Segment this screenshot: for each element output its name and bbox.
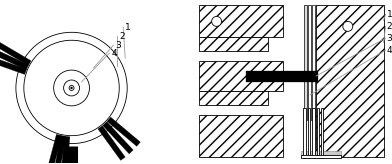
Text: 1: 1	[387, 10, 392, 19]
Bar	[199, 61, 283, 91]
Bar	[247, 71, 318, 82]
Text: 2: 2	[387, 22, 392, 31]
Polygon shape	[107, 117, 140, 146]
Circle shape	[212, 16, 221, 26]
Bar	[316, 108, 319, 158]
Text: 3: 3	[115, 41, 121, 50]
Bar	[199, 37, 268, 51]
Polygon shape	[98, 126, 125, 160]
Text: 2: 2	[119, 32, 125, 41]
Polygon shape	[0, 41, 31, 66]
Circle shape	[70, 87, 73, 89]
Polygon shape	[103, 122, 133, 154]
Polygon shape	[0, 56, 27, 74]
Polygon shape	[0, 49, 29, 70]
Bar	[312, 5, 315, 120]
Bar	[316, 5, 384, 156]
Bar	[301, 151, 341, 154]
Bar	[308, 108, 310, 158]
Bar	[308, 5, 311, 120]
Bar	[199, 115, 283, 156]
Bar	[199, 91, 268, 105]
Bar	[301, 154, 341, 158]
Polygon shape	[47, 134, 62, 164]
Circle shape	[69, 85, 74, 91]
Text: 4: 4	[111, 49, 117, 58]
Bar	[312, 108, 314, 158]
Bar	[199, 5, 283, 37]
Text: 3: 3	[387, 34, 392, 43]
Bar	[303, 108, 306, 158]
Polygon shape	[61, 136, 70, 164]
Circle shape	[343, 21, 353, 31]
Text: 1: 1	[125, 23, 131, 32]
Bar	[304, 5, 307, 120]
Polygon shape	[54, 135, 66, 164]
Text: 4: 4	[387, 46, 392, 55]
Bar	[321, 108, 323, 158]
